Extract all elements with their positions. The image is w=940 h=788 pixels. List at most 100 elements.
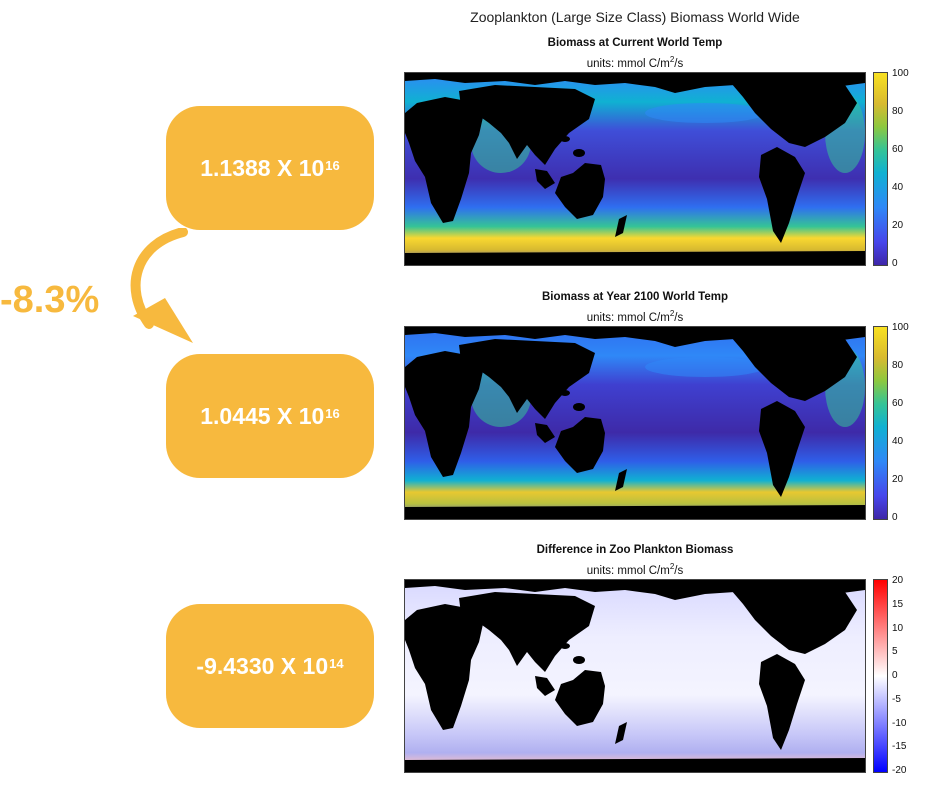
island xyxy=(513,367,521,383)
landmass xyxy=(459,339,595,419)
current-biomass-exponent: 16 xyxy=(325,157,340,173)
landmass xyxy=(535,423,555,443)
current-biomass-badge: 1.1388 X 10 16 xyxy=(166,106,374,230)
panel-1-units-exp: 2 xyxy=(669,55,675,64)
colorbar-tick-label: -20 xyxy=(892,765,907,776)
colorbar-tick-label: 40 xyxy=(892,436,904,447)
island xyxy=(560,136,570,142)
panel-2-colorbar xyxy=(873,326,888,520)
island xyxy=(551,381,559,389)
panel-3-units-prefix: units: mmol C/m xyxy=(586,564,670,577)
colorbar-tick-label: 100 xyxy=(892,322,909,333)
productivity-patch xyxy=(645,103,765,123)
productivity-patch xyxy=(645,357,765,377)
island xyxy=(560,643,570,649)
landmass xyxy=(555,417,605,473)
island xyxy=(551,634,559,642)
landmass xyxy=(759,147,805,243)
island xyxy=(573,656,585,664)
panel-1-title: Biomass at Current World Temp xyxy=(547,37,723,49)
colorbar-tick-label: 20 xyxy=(892,575,904,586)
colorbar-tick-label: 60 xyxy=(892,398,904,409)
landmass xyxy=(405,505,865,519)
panel-3-units: units: mmol C/m2/s xyxy=(400,562,870,577)
percent-change: -8.3% xyxy=(0,279,100,321)
figure-supertitle: Zooplankton (Large Size Class) Biomass W… xyxy=(470,9,800,25)
panel-3-units-suffix: /s xyxy=(674,564,684,577)
island xyxy=(513,620,521,636)
colorbar-tick-label: 100 xyxy=(892,68,909,79)
landmass xyxy=(615,722,627,744)
landmass xyxy=(555,670,605,726)
colorbar-tick-label: -10 xyxy=(892,717,907,729)
island xyxy=(573,149,585,157)
island xyxy=(528,114,538,120)
landmass xyxy=(535,169,555,189)
panel-2-units: units: mmol C/m2/s xyxy=(400,309,870,324)
landmass xyxy=(405,580,865,600)
colorbar-tick-label: 20 xyxy=(892,474,904,485)
landmass xyxy=(405,604,483,730)
future-biomass-badge: 1.0445 X 10 16 xyxy=(166,354,374,478)
island xyxy=(542,383,548,395)
island xyxy=(542,636,548,648)
landmass xyxy=(459,592,595,672)
panel-3-map xyxy=(404,579,866,773)
landmass xyxy=(759,654,805,750)
island xyxy=(573,403,585,411)
landmass xyxy=(731,79,857,147)
colorbar-tick-label: 40 xyxy=(892,182,904,193)
colorbar-tick-label: 80 xyxy=(892,106,904,117)
island xyxy=(542,129,548,141)
curved-arrow-icon xyxy=(130,228,193,343)
landmass xyxy=(555,163,605,219)
difference-mantissa: -9.4330 X 10 xyxy=(196,652,329,679)
landmass xyxy=(405,251,865,265)
panel-3-units-exp: 2 xyxy=(669,562,675,571)
colorbar-tick-label: 60 xyxy=(892,144,904,155)
colorbar-tick-label: 15 xyxy=(892,598,904,610)
panel-2-units-suffix: /s xyxy=(674,311,684,324)
panel-2-units-prefix: units: mmol C/m xyxy=(586,311,670,324)
colorbar-tick-label: -15 xyxy=(892,741,907,753)
island xyxy=(528,368,538,374)
landmass xyxy=(405,73,865,93)
panel-2-map xyxy=(404,326,866,520)
landmass xyxy=(731,586,857,654)
landmass xyxy=(459,85,595,165)
panel-1-colorbar xyxy=(873,72,888,266)
colorbar-tick-label: 5 xyxy=(892,646,898,658)
island xyxy=(560,390,570,396)
panel-3-title: Difference in Zoo Plankton Biomass xyxy=(536,544,734,556)
landmass xyxy=(759,401,805,497)
colorbar-tick-label: 0 xyxy=(892,512,898,523)
panel-1-units-suffix: /s xyxy=(674,57,684,70)
colorbar-tick-label: 10 xyxy=(892,622,904,634)
colorbar-tick-label: 0 xyxy=(892,670,898,681)
panel-1-units: units: mmol C/m2/s xyxy=(400,55,870,70)
panel-1-map xyxy=(404,72,866,266)
landmass xyxy=(405,758,865,772)
landmass xyxy=(405,351,483,477)
landmass xyxy=(405,97,483,223)
future-biomass-mantissa: 1.0445 X 10 xyxy=(200,402,325,429)
island xyxy=(528,621,538,627)
landmass xyxy=(615,215,627,237)
island xyxy=(513,113,521,129)
colorbar-tick-label: 20 xyxy=(892,220,904,231)
landmass xyxy=(535,676,555,696)
panel-3-colorbar xyxy=(873,579,888,773)
panel-1-units-prefix: units: mmol C/m xyxy=(586,57,670,70)
landmass xyxy=(405,327,865,347)
panel-2-title: Biomass at Year 2100 World Temp xyxy=(542,291,728,303)
difference-exponent: 14 xyxy=(329,655,344,671)
island xyxy=(551,127,559,135)
future-biomass-exponent: 16 xyxy=(325,405,340,421)
current-biomass-mantissa: 1.1388 X 10 xyxy=(200,154,325,181)
difference-badge: -9.4330 X 10 14 xyxy=(166,604,374,728)
colorbar-tick-label: 80 xyxy=(892,360,904,371)
colorbar-tick-label: 0 xyxy=(892,258,898,269)
landmass xyxy=(731,333,857,401)
panel-2-units-exp: 2 xyxy=(669,309,675,318)
colorbar-tick-label: -5 xyxy=(892,693,901,705)
